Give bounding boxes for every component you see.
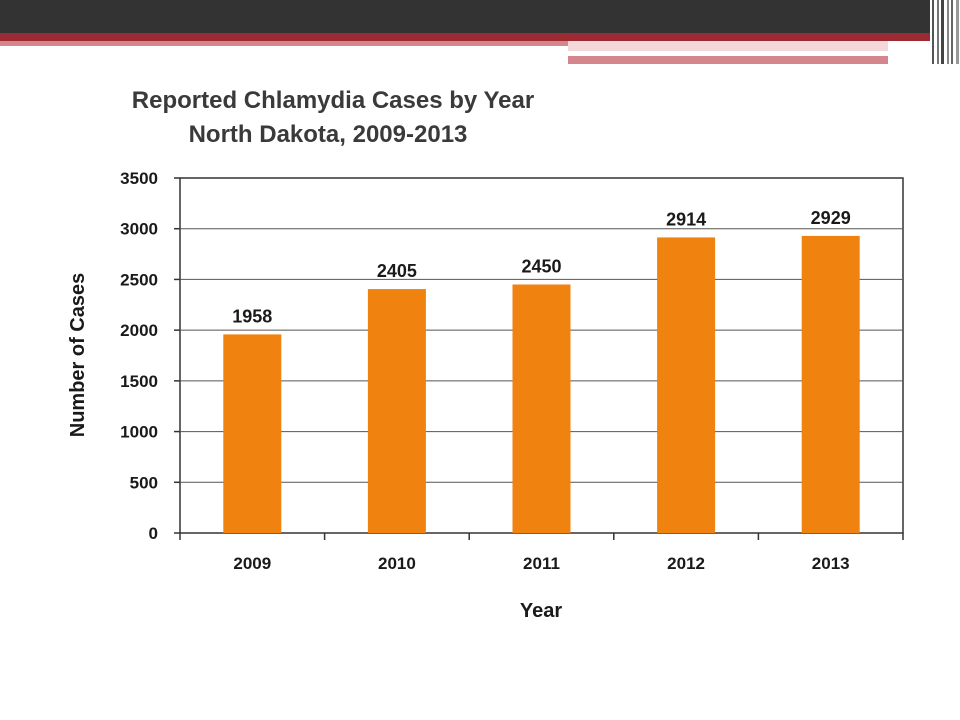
- header-stripes-decoration: [930, 0, 960, 64]
- data-label: 2929: [811, 208, 851, 228]
- y-axis-title: Number of Cases: [67, 273, 89, 438]
- plot-area: 0 500 1000 1500 2000 2500 3000 3500 1958 2009 2405…: [120, 169, 904, 573]
- x-tick-label: 2009: [233, 554, 271, 573]
- data-label: 2405: [377, 261, 417, 281]
- header-dark-band: [0, 0, 935, 33]
- y-tick-label: 500: [130, 473, 158, 492]
- bar: [512, 284, 571, 533]
- x-tick-label: 2012: [667, 554, 705, 573]
- bar: [657, 237, 716, 534]
- header-white-line: [568, 51, 888, 54]
- y-tick-label: 1000: [120, 423, 158, 442]
- x-tick-label: 2011: [523, 554, 560, 573]
- data-label: 1958: [232, 306, 272, 326]
- data-label: 2450: [521, 257, 561, 277]
- y-tick-label: 3000: [120, 220, 158, 239]
- y-tick-label: 3500: [120, 169, 158, 188]
- y-tick-label: 1500: [120, 372, 158, 391]
- bar: [367, 289, 426, 533]
- header-red-band: [0, 33, 935, 41]
- header-pink-band-lower: [568, 56, 888, 64]
- bar: [223, 334, 282, 533]
- chart-subtitle: North Dakota, 2009-2013: [189, 121, 468, 148]
- y-tick-label: 2500: [120, 270, 158, 289]
- y-tick-label: 2000: [120, 321, 158, 340]
- x-tick-label: 2013: [812, 554, 850, 573]
- x-axis-title: Year: [520, 600, 562, 622]
- x-tick-label: 2010: [378, 554, 416, 573]
- chart-title: Reported Chlamydia Cases by Year: [132, 87, 534, 114]
- data-label: 2914: [666, 209, 706, 229]
- header-light-pink-band: [568, 41, 888, 52]
- header-pink-band: [0, 41, 568, 46]
- bar: [801, 235, 860, 533]
- y-tick-label: 0: [149, 524, 158, 543]
